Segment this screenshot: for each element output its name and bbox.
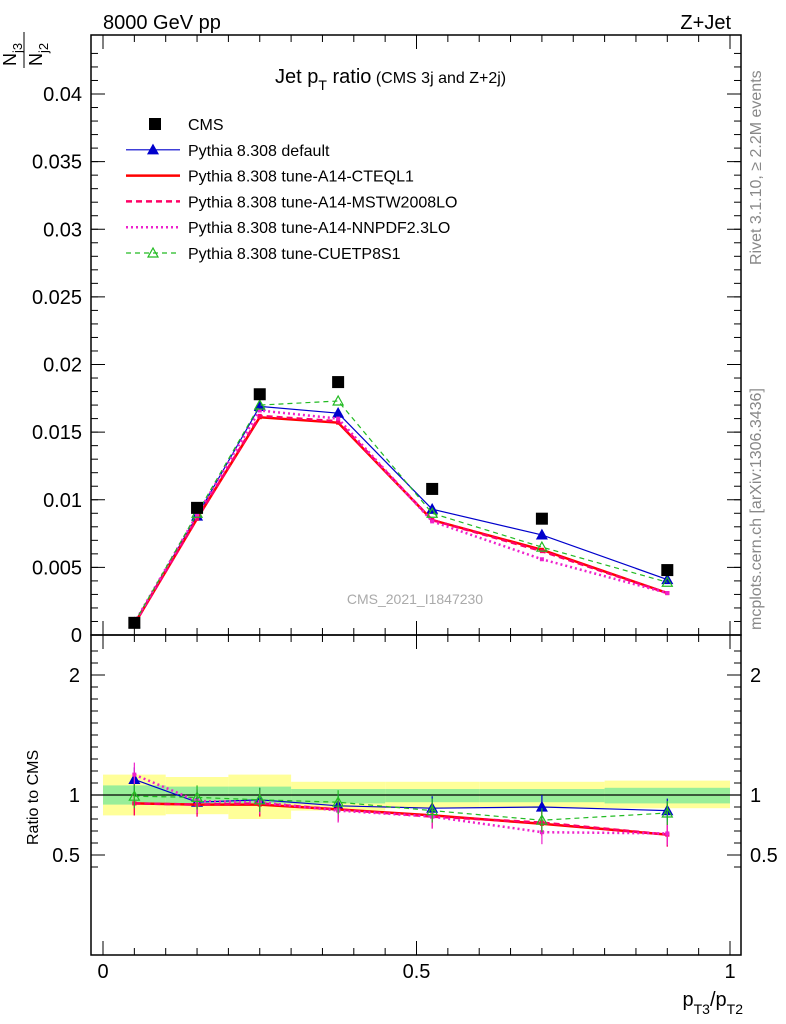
- axes-ticks: 0 0.005 0.01 0.015 0.02 0.025 0.03 0.035 0.04 0 0.…: [32, 35, 778, 983]
- legend-marker-triangle: [146, 143, 160, 155]
- main-y-tick-label: 0.025: [32, 287, 82, 309]
- main-series-marker: [336, 416, 341, 421]
- legend-marker-triangle: [146, 246, 160, 258]
- ratio-series-marker: [253, 793, 266, 805]
- main-y-tick-label: 0.005: [32, 557, 82, 579]
- main-series-marker: [253, 398, 266, 410]
- cms-data-point: [332, 376, 345, 389]
- main-y-tick-label: 0.035: [32, 152, 82, 174]
- legend-entry: Pythia 8.308 tune-A14-NNPDF2.3LO: [126, 220, 450, 237]
- y-label-num-n: N: [0, 53, 20, 66]
- main-series-marker: [195, 512, 200, 517]
- ratio-series-marker: [665, 831, 670, 836]
- mcplots-label: mcplots.cern.ch [arXiv:1306.3436]: [748, 388, 765, 630]
- cms-data-point: [535, 512, 548, 525]
- main-series-marker: [665, 591, 670, 596]
- plot-title-note: (CMS 3j and Z+2j): [371, 70, 506, 87]
- main-series-marker: [430, 519, 435, 524]
- plot-title-main: Jet p: [275, 66, 318, 88]
- main-series-marker: [535, 540, 548, 552]
- plot-title-suffix: ratio: [327, 66, 371, 88]
- main-y-tick-label: 0.03: [43, 219, 82, 241]
- x-label-p1: p: [683, 989, 694, 1011]
- main-series-marker: [661, 576, 674, 587]
- main-series-marker: [336, 419, 341, 424]
- ratio-series-marker: [661, 806, 674, 818]
- ratio-y-tick-label-right: 1: [750, 785, 761, 807]
- main-series-marker: [535, 528, 548, 540]
- ratio-series-marker: [132, 772, 137, 777]
- ratio-y-tick-label-right: 0.5: [750, 845, 778, 867]
- y-label-den-n: N: [26, 53, 46, 66]
- plot-title: Jet pT ratio (CMS 3j and Z+2j): [275, 66, 506, 93]
- legend-label: CMS: [188, 117, 224, 134]
- cms-data-point: [191, 501, 204, 514]
- plot-title-sub: T: [318, 77, 327, 93]
- x-tick-label: 0.5: [403, 961, 431, 983]
- analysis-watermark: CMS_2021_I1847230: [347, 591, 483, 607]
- x-tick-label: 0: [97, 961, 108, 983]
- x-label-sub1: T3: [694, 1001, 711, 1017]
- x-label-sub2: T2: [727, 1001, 744, 1017]
- legend-entry: Pythia 8.308 default: [126, 143, 330, 160]
- legend-label: Pythia 8.308 tune-A14-CTEQL1: [188, 169, 414, 186]
- header-energy: 8000 GeV pp: [103, 12, 221, 34]
- ratio-series-marker: [191, 791, 204, 803]
- legend-label: Pythia 8.308 default: [188, 143, 330, 160]
- y-label-num-sub: j3: [10, 43, 25, 54]
- ratio-series-marker: [332, 795, 345, 807]
- main-series-marker: [332, 394, 345, 406]
- ratio-y-tick-label: 0.5: [52, 845, 80, 867]
- main-y-tick-label: 0.01: [43, 490, 82, 512]
- rivet-label: Rivet 3.1.10, ≥ 2.2M events: [748, 70, 765, 265]
- ratio-y-tick-label: 2: [69, 665, 80, 687]
- series-layer: [128, 376, 674, 847]
- ratio-y-tick-label: 1: [69, 785, 80, 807]
- y-label-den-sub: j2: [36, 43, 51, 54]
- ratio-series-marker: [128, 789, 141, 801]
- main-y-tick-label: 0.02: [43, 355, 82, 377]
- legend-label: Pythia 8.308 tune-CUETP8S1: [188, 246, 401, 263]
- cms-data-point: [128, 616, 141, 629]
- cms-data-point: [253, 388, 266, 401]
- legend-entry: CMS: [149, 117, 224, 134]
- y-label-denominator: Nj2: [26, 43, 51, 66]
- main-y-axis-label: Nj3 Nj2: [0, 32, 51, 68]
- legend-entry: Pythia 8.308 tune-A14-MSTW2008LO: [126, 194, 457, 211]
- ratio-series-marker: [426, 804, 439, 816]
- legend: CMS Pythia 8.308 default Pythia 8.308 tune…: [126, 117, 457, 263]
- x-tick-label: 1: [724, 961, 735, 983]
- legend-entry: Pythia 8.308 tune-CUETP8S1: [126, 246, 401, 263]
- main-series-marker: [539, 557, 544, 562]
- x-axis-label: pT3/pT2: [683, 989, 744, 1017]
- legend-label: Pythia 8.308 tune-A14-NNPDF2.3LO: [188, 220, 450, 237]
- main-y-tick-label: 0: [71, 625, 82, 647]
- main-y-tick-label: 0.04: [43, 84, 82, 106]
- main-series-marker: [195, 516, 200, 521]
- main-series-marker: [426, 507, 439, 518]
- legend-marker-square: [149, 118, 161, 130]
- main-series-line: [133, 400, 668, 624]
- main-y-tick-label: 0.015: [32, 422, 82, 444]
- legend-label: Pythia 8.308 tune-A14-MSTW2008LO: [188, 194, 457, 211]
- main-series-marker: [257, 408, 262, 413]
- ratio-y-tick-label-right: 2: [750, 665, 761, 687]
- cms-data-point: [426, 482, 439, 495]
- header-process: Z+Jet: [680, 12, 731, 34]
- legend-entry: Pythia 8.308 tune-A14-CTEQL1: [126, 169, 414, 186]
- x-label-slash: /p: [710, 989, 727, 1011]
- ratio-y-axis-label: Ratio to CMS: [25, 750, 42, 845]
- cms-data-point: [661, 564, 674, 577]
- ratio-series-marker: [535, 813, 548, 825]
- y-label-numerator: Nj3: [0, 43, 25, 66]
- main-series-marker: [257, 413, 262, 418]
